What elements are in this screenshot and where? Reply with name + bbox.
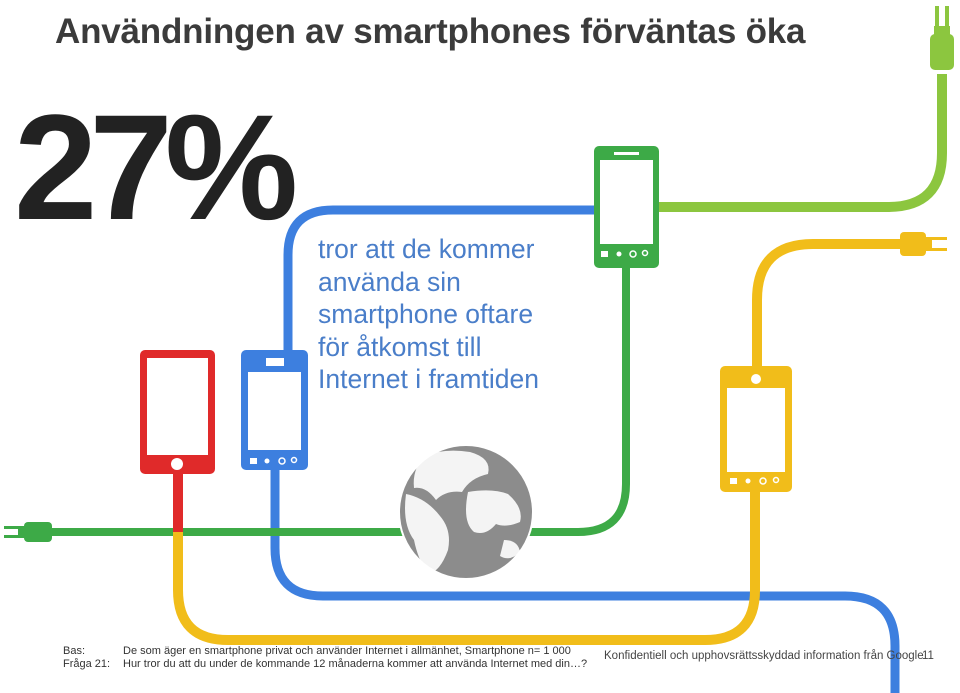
description-line: Internet i framtiden <box>318 364 539 394</box>
footer-fraga-label: Fråga 21: <box>63 658 111 670</box>
blue-cable <box>270 460 900 693</box>
confidential-notice: Konfidentiell och upphovsrättsskyddad in… <box>604 650 924 662</box>
smartphone-icon-blue <box>241 350 308 470</box>
description-line: tror att de kommer <box>318 234 535 264</box>
description-line: använda sin <box>318 266 461 297</box>
smartphone-icon-red <box>140 350 215 474</box>
blue-cable-top <box>283 205 598 358</box>
stat-description: tror att de kommer använda sin smartphon… <box>318 233 539 396</box>
plug-icon-yellow <box>900 232 947 256</box>
yellow-cable <box>173 492 760 645</box>
search-icon <box>290 456 298 464</box>
back-icon <box>278 457 286 465</box>
footer-fraga-text: Hur tror du att du under de kommande 12 … <box>123 658 588 670</box>
plug-icon-green <box>4 522 52 542</box>
green-cable <box>52 268 630 536</box>
globe-icon <box>398 444 534 580</box>
smartphone-icon-yellow <box>720 366 792 492</box>
stat-percentage: 27% <box>14 83 298 251</box>
description-line: för åtkomst till <box>318 331 482 362</box>
page-number: 11 <box>922 650 934 662</box>
lime-cable <box>657 74 947 212</box>
yellow-cable-top <box>752 239 906 378</box>
slide-title: Användningen av smartphones förväntas ök… <box>55 12 806 51</box>
home-icon <box>250 458 257 464</box>
footer-bas-label: Bas: <box>63 645 86 657</box>
plug-icon-lime <box>930 6 954 70</box>
smartphone-icon-green <box>594 146 659 268</box>
footer-bas-text: De som äger en smartphone privat och anv… <box>123 645 571 657</box>
description-line: smartphone oftare <box>318 299 534 329</box>
